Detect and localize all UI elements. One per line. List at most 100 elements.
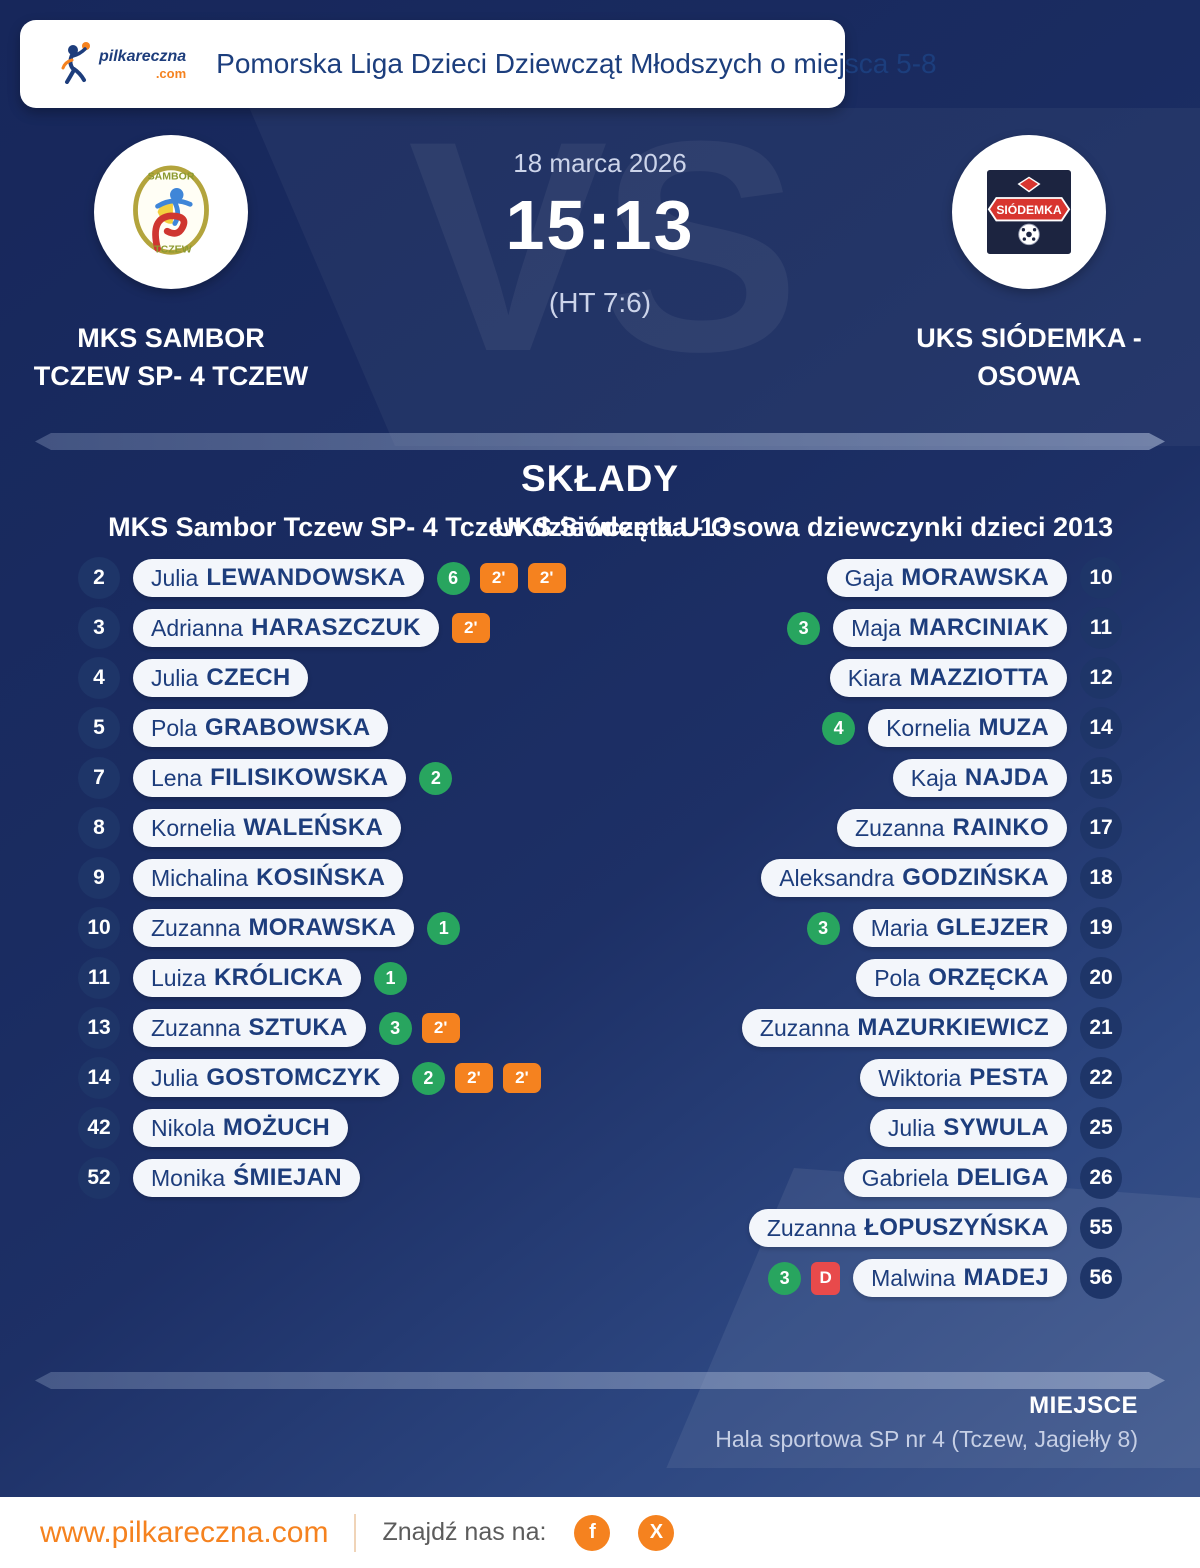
player-first-name: Kornelia xyxy=(151,814,236,841)
player-row: 4 Julia CZECH xyxy=(78,657,321,699)
player-name-pill: Julia CZECH xyxy=(133,659,309,697)
player-name-pill: Zuzanna MAZURKIEWICZ xyxy=(741,1009,1067,1047)
player-name-pill: Julia SYWULA xyxy=(869,1109,1067,1147)
player-name-pill: Maria GLEJZER xyxy=(852,909,1067,947)
player-row: 7 Lena FILISIKOWSKA 2 xyxy=(78,757,453,799)
x-twitter-icon[interactable]: X xyxy=(638,1514,675,1551)
player-number: 9 xyxy=(78,857,120,899)
player-name-pill: Zuzanna SZTUKA xyxy=(133,1009,366,1047)
player-number: 25 xyxy=(1080,1107,1122,1149)
player-last-name: GLEJZER xyxy=(936,914,1049,941)
site-logo[interactable]: pilkareczna .com xyxy=(60,40,186,89)
player-first-name: Nikola xyxy=(151,1114,215,1141)
player-first-name: Pola xyxy=(151,714,198,741)
player-badges: 1 xyxy=(374,961,408,995)
website-link[interactable]: www.pilkareczna.com xyxy=(40,1515,329,1549)
player-last-name: GODZIŃSKA xyxy=(902,864,1049,891)
badge-goals: 2 xyxy=(419,761,453,795)
player-last-name: PESTA xyxy=(969,1064,1049,1091)
player-badges: 4 xyxy=(822,711,856,745)
player-number: 55 xyxy=(1080,1207,1122,1249)
player-number: 11 xyxy=(1080,607,1122,649)
match-score: 15:13 xyxy=(505,186,695,264)
home-team-name-line1: MKS SAMBOR xyxy=(77,323,265,353)
player-name-pill: Luiza KRÓLICKA xyxy=(133,959,362,997)
lineups-heading: SKŁADY xyxy=(520,458,680,499)
match-date: 18 marca 2026 xyxy=(513,148,687,178)
player-last-name: KRÓLICKA xyxy=(213,964,344,991)
player-last-name: GRABOWSKA xyxy=(205,714,371,741)
facebook-icon[interactable]: f xyxy=(574,1514,611,1551)
player-first-name: Julia xyxy=(151,564,199,591)
player-last-name: CZECH xyxy=(206,664,291,691)
player-last-name: NAJDA xyxy=(964,764,1049,791)
player-name-pill: Zuzanna ŁOPUSZYŃSKA xyxy=(748,1209,1067,1247)
player-last-name: ORZĘCKA xyxy=(928,964,1049,991)
player-badges: 2 xyxy=(419,761,453,795)
player-number: 10 xyxy=(78,907,120,949)
player-row: 9 Michalina KOSIŃSKA xyxy=(78,857,416,899)
player-row: 25 Julia SYWULA xyxy=(857,1107,1122,1149)
site-logo-text: pilkareczna .com xyxy=(99,48,186,80)
badge-suspension: 2' xyxy=(527,563,566,593)
home-team-logo: SAMBOR TCZEW xyxy=(94,135,248,289)
player-name-pill: Kiara MAZZIOTTA xyxy=(829,659,1067,697)
badge-goals: 1 xyxy=(427,911,461,945)
away-team-name-line2: OSOWA xyxy=(977,360,1081,391)
badge-suspension: 2' xyxy=(479,563,518,593)
player-name-pill: Gabriela DELIGA xyxy=(843,1159,1067,1197)
player-row: 18 Aleksandra GODZIŃSKA xyxy=(748,857,1122,899)
header-card: pilkareczna .com Pomorska Liga Dzieci Dz… xyxy=(20,20,937,108)
badge-goals: 2 xyxy=(411,1061,445,1095)
player-row: 14 Julia GOSTOMCZYK 2 2' 2' xyxy=(78,1057,541,1099)
player-last-name: DELIGA xyxy=(956,1164,1049,1191)
player-first-name: Zuzanna xyxy=(151,1014,241,1041)
player-number: 4 xyxy=(78,657,120,699)
player-name-pill: Lena FILISIKOWSKA xyxy=(133,759,407,797)
player-first-name: Kornelia xyxy=(886,714,971,741)
player-first-name: Gabriela xyxy=(861,1164,949,1191)
badge-goals: 1 xyxy=(374,961,408,995)
player-row: 5 Pola GRABOWSKA xyxy=(78,707,401,749)
player-name-pill: Aleksandra GODZIŃSKA xyxy=(761,859,1067,897)
player-number: 5 xyxy=(78,707,120,749)
player-first-name: Julia xyxy=(151,1064,199,1091)
player-number: 19 xyxy=(1080,907,1122,949)
away-logo-band-text: SIÓDEMKA xyxy=(996,202,1062,217)
player-badges: 3 xyxy=(787,611,821,645)
player-name-pill: Malwina MADEJ xyxy=(853,1259,1067,1297)
match-center: 18 marca 2026 15:13 (HT 7:6) xyxy=(350,148,850,319)
player-number: 14 xyxy=(1080,707,1122,749)
player-name-pill: Wiktoria PESTA xyxy=(860,1059,1067,1097)
player-number: 26 xyxy=(1080,1157,1122,1199)
player-name-pill: Kornelia WALEŃSKA xyxy=(133,809,402,847)
badge-suspension: 2' xyxy=(451,613,490,643)
player-name-pill: Pola GRABOWSKA xyxy=(133,709,389,747)
player-name-pill: Pola ORZĘCKA xyxy=(856,959,1067,997)
player-number: 52 xyxy=(78,1157,120,1199)
halftime-score: (HT 7:6) xyxy=(548,287,652,318)
player-name-pill: Gaja MORAWSKA xyxy=(826,559,1067,597)
player-number: 3 xyxy=(78,607,120,649)
player-number: 42 xyxy=(78,1107,120,1149)
player-badges: 3 2' xyxy=(378,1011,460,1045)
venue-label: MIEJSCE xyxy=(1029,1392,1138,1419)
player-row: 10 Gaja MORAWSKA xyxy=(814,557,1122,599)
player-first-name: Maja xyxy=(851,614,901,641)
player-first-name: Kaja xyxy=(910,764,957,791)
away-roster-subtitle: UKS Siódemka - Osowa dziewczynki dzieci … xyxy=(494,512,1114,542)
player-number: 12 xyxy=(1080,657,1122,699)
player-name-pill: Julia GOSTOMCZYK xyxy=(133,1059,399,1097)
player-row: 42 Nikola MOŻUCH xyxy=(78,1107,361,1149)
player-first-name: Zuzanna xyxy=(855,814,945,841)
home-team-name-line2: TCZEW SP- 4 TCZEW xyxy=(33,360,309,391)
home-logo-text-top: SAMBOR xyxy=(148,170,195,182)
player-first-name: Julia xyxy=(887,1114,936,1141)
player-number: 2 xyxy=(78,557,120,599)
away-team-name-line1: UKS SIÓDEMKA - xyxy=(916,323,1142,353)
player-row: 10 Zuzanna MORAWSKA 1 xyxy=(78,907,461,949)
player-first-name: Maria xyxy=(870,914,929,941)
player-first-name: Luiza xyxy=(151,964,206,991)
player-row: 52 Monika ŚMIEJAN xyxy=(78,1157,373,1199)
